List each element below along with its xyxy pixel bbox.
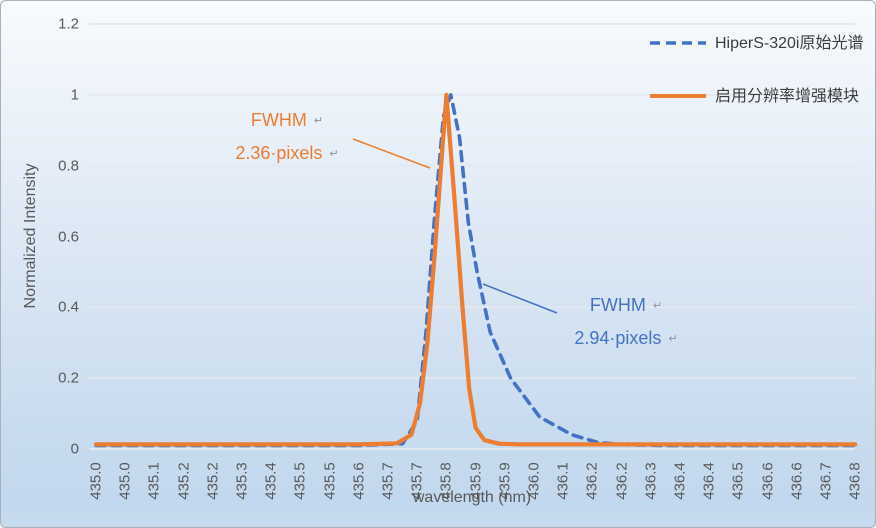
y-tick-label: 1.2 [58,15,79,33]
x-tick-label: 435.4 [262,462,280,500]
y-tick-label: 1 [70,86,79,104]
dashed-line-legend-marker [650,41,706,45]
x-tick-label: 435.0 [87,462,105,500]
x-axis-title: wavelength (nm) [412,489,532,506]
x-tick-label: 436.2 [613,462,631,500]
x-tick-label: 435.5 [291,462,309,500]
y-tick-label: 0.6 [58,228,79,245]
line-break-mark: ↵ [329,148,339,160]
x-tick-label: 436.2 [583,462,601,500]
x-tick-label: 436.7 [817,462,835,500]
x-tick-label: 435.7 [379,462,397,500]
fwhm-annotation-original: FWHM ↵ 2.94·pixels ↵ [569,289,683,355]
y-tick-label: 0.4 [58,298,79,316]
x-tick-label: 436.6 [788,462,806,500]
x-tick-label: 436.3 [642,462,660,500]
x-tick-label: 435.3 [233,462,251,500]
x-tick-label: 436.8 [846,462,864,500]
fwhm-annotation-enhanced: FWHM ↵ 2.36·pixels ↵ [233,104,341,170]
x-tick-label: 436.1 [554,462,572,500]
line-break-mark: ↵ [668,333,678,345]
x-tick-label: 435.5 [321,462,339,500]
annotation-line: FWHM ↵ [250,110,324,130]
legend-label: 启用分辨率增强模块 [715,88,860,105]
y-tick-label: 0.8 [58,157,79,175]
x-tick-label: 436.4 [700,462,718,500]
y-tick-label: 0 [70,440,79,458]
x-tick-label: 436.5 [729,462,747,500]
annotation-line: FWHM ↵ [589,295,663,315]
line-break-mark: ↵ [652,300,663,312]
x-tick-label: 435.0 [116,462,134,500]
x-tick-label: 436.6 [759,462,777,500]
legend-label: HiperS-320i原始光谱 [715,35,864,52]
x-tick-label: 436.4 [671,462,689,500]
annotation-line: 2.94·pixels ↵ [574,328,678,348]
legend-item-original-spectrum: HiperS-320i原始光谱 [641,31,873,56]
x-tick-label: 435.1 [145,462,163,500]
solid-line-legend-marker [650,94,706,98]
legend-item-resolution-enhanced: 启用分辨率增强模块 [641,84,873,109]
x-tick-label: 435.6 [350,462,368,500]
x-tick-label: 435.2 [204,462,222,500]
line-break-mark: ↵ [313,115,324,127]
x-tick-label: 435.2 [175,462,193,500]
annotation-line: 2.36·pixels ↵ [235,143,339,163]
y-tick-label: 0.2 [58,369,79,387]
